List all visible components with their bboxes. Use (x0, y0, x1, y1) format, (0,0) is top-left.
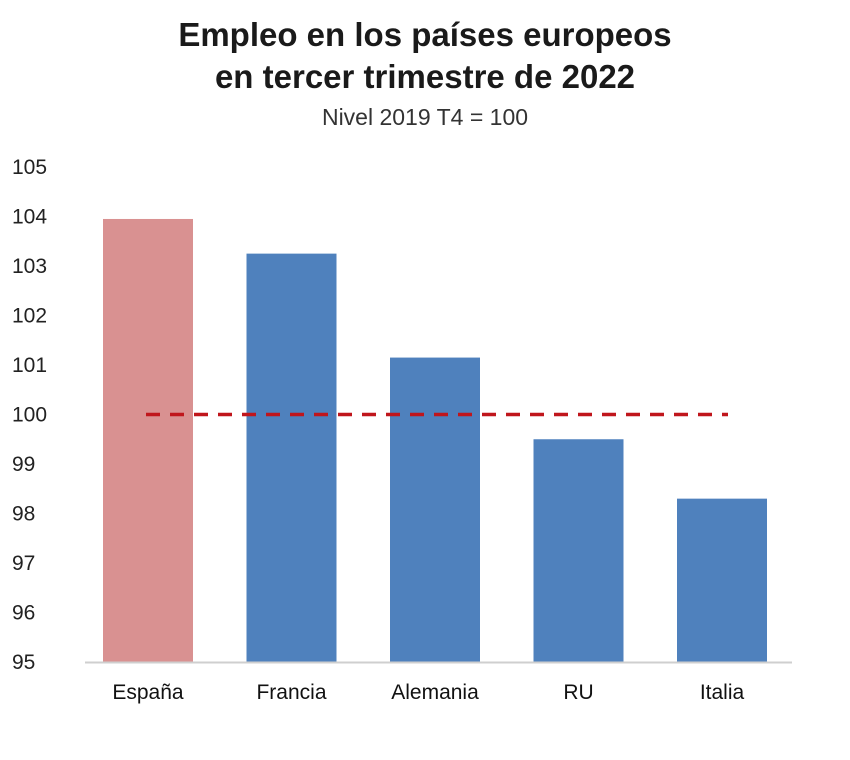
y-tick-label: 99 (12, 453, 35, 476)
y-tick-label: 100 (12, 404, 47, 427)
bar-francia (246, 253, 337, 662)
y-tick-label: 103 (12, 255, 47, 278)
y-tick-label: 104 (12, 206, 47, 229)
y-tick-label: 101 (12, 354, 47, 377)
bar-españa (103, 218, 193, 662)
bars-group (103, 218, 767, 662)
y-tick-label: 97 (12, 552, 35, 575)
y-tick-label: 95 (12, 651, 35, 674)
chart-title-block: Empleo en los países europeos en tercer … (0, 14, 850, 132)
bar-alemania (390, 357, 480, 662)
x-axis-labels: España Francia Alemania RU Italia (112, 681, 744, 704)
x-category-label: Italia (700, 681, 745, 704)
x-category-label: Alemania (391, 681, 479, 704)
y-tick-label: 96 (12, 602, 35, 625)
y-tick-label: 105 (12, 156, 47, 179)
x-category-label: Francia (256, 681, 326, 704)
chart-title-line-1: Empleo en los países europeos (178, 16, 672, 53)
y-axis-ticks: 95 96 97 98 99 100 101 102 103 104 105 (12, 156, 47, 674)
x-category-label: España (112, 681, 184, 704)
bar-ru (533, 439, 624, 662)
y-tick-label: 102 (12, 305, 47, 328)
x-category-label: RU (563, 681, 593, 704)
bar-italia (677, 498, 767, 662)
y-tick-label: 98 (12, 503, 35, 526)
chart-title-line-2: en tercer trimestre de 2022 (214, 58, 636, 95)
chart-subtitle: Nivel 2019 T4 = 100 (321, 104, 529, 130)
